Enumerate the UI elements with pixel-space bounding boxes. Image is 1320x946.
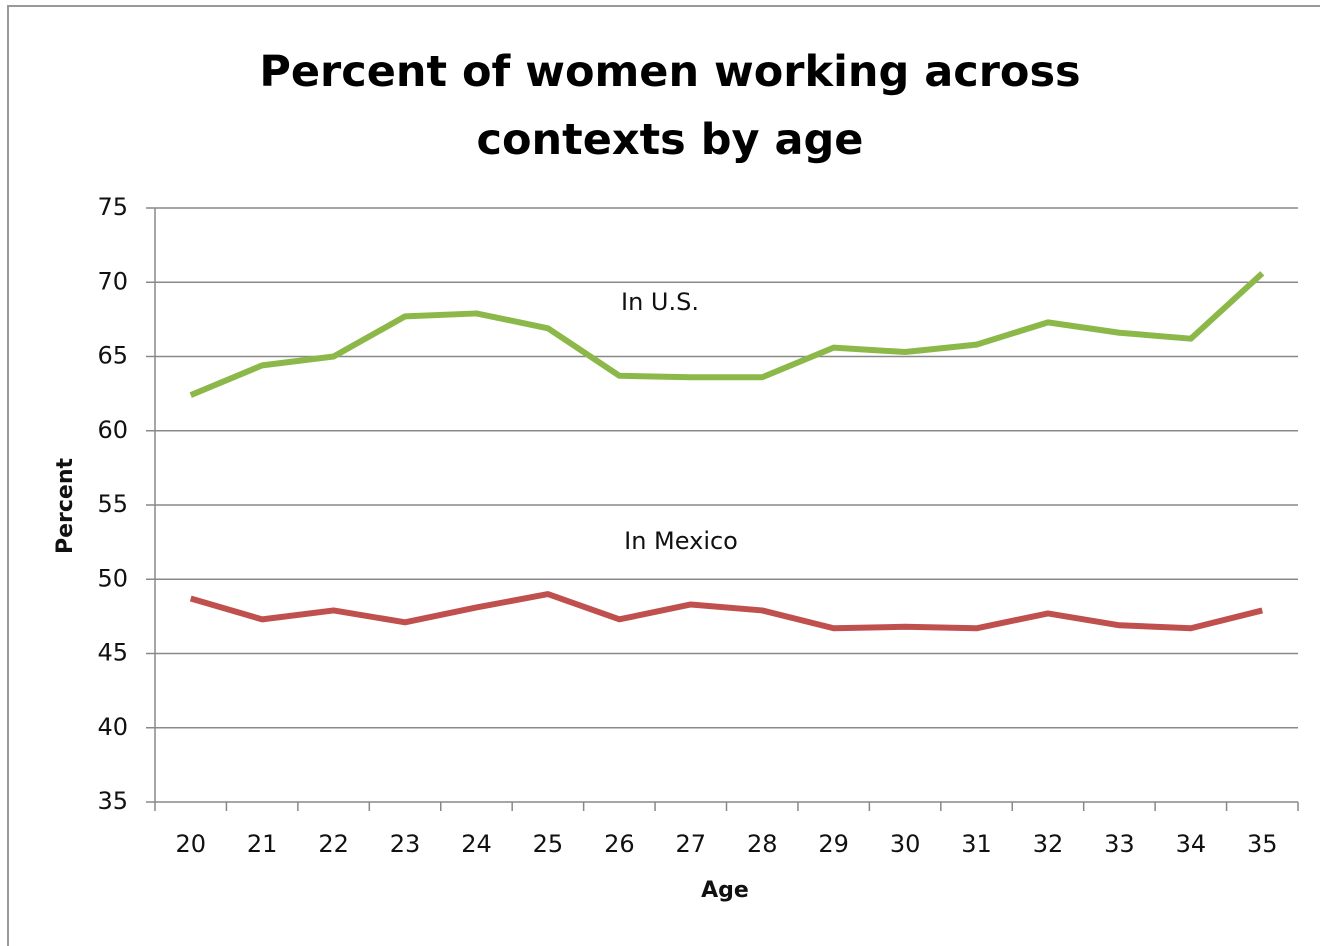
x-tick-label: 20	[175, 830, 206, 858]
x-tick-label: 21	[247, 830, 278, 858]
chart-title: Percent of women working across contexts…	[259, 47, 1081, 165]
x-tick-label: 31	[961, 830, 992, 858]
x-tick-label: 30	[890, 830, 921, 858]
chart-border	[7, 5, 1320, 946]
x-tick-label: 23	[390, 830, 421, 858]
y-tick-label: 55	[97, 490, 128, 518]
y-axis-label: Percent	[53, 458, 78, 555]
x-tick-label: 35	[1247, 830, 1278, 858]
x-tick-label: 28	[747, 830, 778, 858]
x-tick-label: 26	[604, 830, 635, 858]
x-tick-label: 29	[818, 830, 849, 858]
series-line	[189, 271, 1265, 398]
x-tick-label: 32	[1033, 830, 1064, 858]
y-tick-label: 35	[97, 787, 128, 815]
series-label-bg	[599, 284, 721, 320]
y-tick-label: 60	[97, 416, 128, 444]
y-tick-label: 65	[97, 342, 128, 370]
series-label: In U.S.	[621, 288, 699, 316]
x-tick-label: 33	[1104, 830, 1135, 858]
x-tick-label: 22	[318, 830, 349, 858]
x-tick-label: 24	[461, 830, 492, 858]
x-axis-label: Age	[701, 878, 749, 903]
y-tick-label: 70	[97, 267, 128, 295]
y-tick-label: 75	[97, 193, 128, 221]
series-label: In Mexico	[624, 527, 738, 555]
y-tick-label: 45	[97, 639, 128, 667]
series-line	[189, 591, 1264, 632]
y-tick-label: 40	[97, 713, 128, 741]
y-tick-label: 50	[97, 564, 128, 592]
x-tick-label: 27	[676, 830, 707, 858]
x-tick-label: 34	[1176, 830, 1207, 858]
series-label-bg	[602, 523, 760, 559]
x-tick-label: 25	[533, 830, 564, 858]
